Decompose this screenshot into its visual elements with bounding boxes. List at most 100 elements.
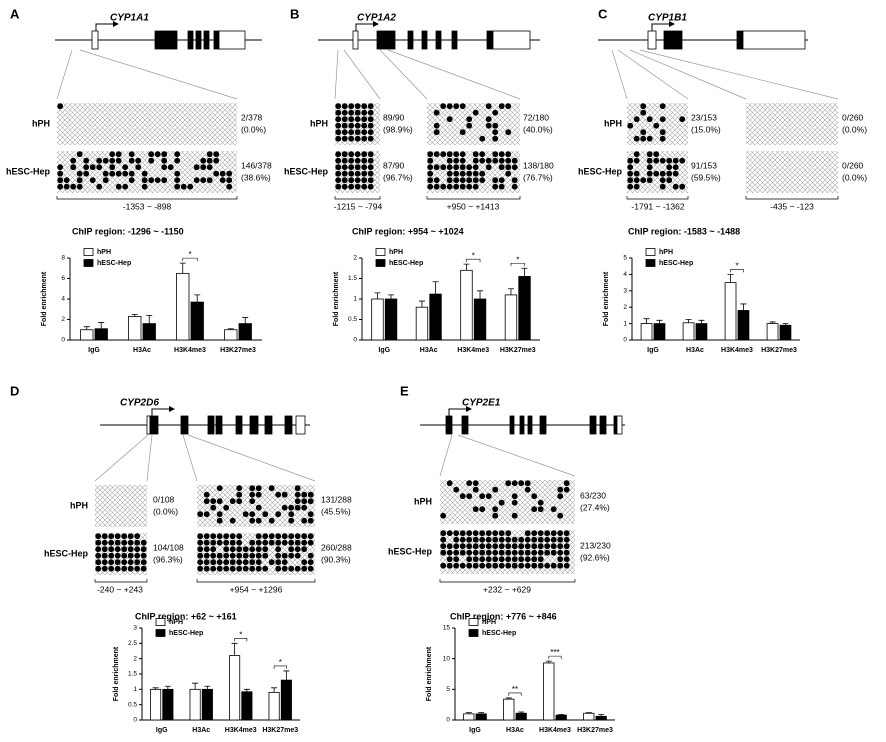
bar — [695, 323, 708, 341]
cpg-dot — [485, 543, 492, 550]
cpg-dot — [367, 164, 374, 171]
cpg-dot — [114, 539, 121, 546]
x-tick-label: H3Ac — [506, 727, 524, 734]
cpg-dot — [505, 549, 512, 556]
cpg-dot — [354, 177, 361, 184]
cpg-dot — [242, 511, 249, 518]
cpg-dot — [341, 170, 348, 177]
cpg-dot — [95, 546, 102, 553]
cpg-dot — [433, 151, 440, 158]
zoom-line — [439, 434, 453, 477]
cpg-dot — [140, 552, 147, 559]
cpg-dot — [223, 539, 230, 546]
gene-name: CYP2D6 — [120, 398, 159, 409]
cpg-dot — [140, 559, 147, 566]
cpg-dot — [335, 109, 342, 116]
row-label: hPH — [604, 118, 622, 128]
cpg-dot — [187, 183, 194, 190]
legend-label: hESC-Hep — [97, 260, 131, 267]
cpg-dot — [672, 157, 679, 164]
cpg-dot — [275, 539, 282, 546]
cpg-dot — [102, 177, 109, 184]
cpg-dot — [275, 533, 282, 540]
cpg-dot — [440, 512, 447, 519]
error-bar — [507, 288, 514, 295]
cpg-dot — [479, 157, 486, 164]
cpg-dot — [367, 129, 374, 136]
error-bar — [656, 319, 663, 324]
bar — [371, 298, 384, 341]
cpg-dot — [518, 480, 525, 487]
cpg-dot — [114, 559, 121, 566]
cpg-dot — [354, 164, 361, 171]
cpg-dot — [236, 491, 243, 498]
exon — [187, 30, 194, 50]
cpg-dot — [249, 498, 256, 505]
exon — [218, 30, 246, 50]
exon — [235, 415, 243, 435]
gene-name: CYP1B1 — [648, 13, 687, 24]
cpg-dot — [109, 170, 116, 177]
cpg-dot — [557, 486, 564, 493]
cpg-dot — [511, 480, 518, 487]
cpg-dot — [281, 559, 288, 566]
cpg-dot — [453, 549, 460, 556]
methylation-count: 138/180 — [523, 160, 554, 170]
y-tick-label: 3 — [623, 288, 627, 295]
cpg-dot — [459, 151, 466, 158]
cpg-dot — [83, 157, 90, 164]
cpg-dot — [154, 177, 161, 184]
cpg-dot — [213, 151, 220, 158]
cpg-dot — [446, 170, 453, 177]
y-tick-label: 2 — [133, 655, 137, 662]
region-range: -240 ~ +243 — [97, 584, 143, 594]
cpg-dot — [557, 562, 564, 569]
legend-label: hPH — [482, 619, 496, 626]
cpg-dot — [531, 530, 538, 537]
zoom-line — [387, 49, 521, 100]
cpg-dot — [128, 170, 135, 177]
error-bar — [545, 660, 552, 663]
zoom-line — [457, 434, 576, 477]
cpg-dot — [640, 177, 647, 184]
legend-label: hPH — [659, 249, 673, 256]
methylation-percent: (0.0%) — [241, 124, 266, 134]
cpg-dot — [249, 491, 256, 498]
exon — [264, 415, 273, 435]
cpg-dot — [466, 493, 473, 500]
tss-arrow — [151, 406, 175, 416]
cpg-dot — [446, 480, 453, 487]
cpg-dot — [440, 549, 447, 556]
gene-name: CYP2E1 — [462, 398, 501, 409]
cpg-dot — [301, 517, 308, 524]
cpg-dot — [294, 504, 301, 511]
cpg-dot — [544, 536, 551, 543]
cpg-dot — [537, 562, 544, 569]
significance-bracket — [510, 262, 525, 267]
bar — [224, 329, 238, 341]
cpg-dot — [281, 491, 288, 498]
cpg-dot — [223, 504, 230, 511]
error-bar — [388, 294, 395, 299]
cpg-dot — [640, 135, 647, 142]
cpg-dot — [453, 543, 460, 550]
cpg-dot — [127, 565, 134, 572]
cpg-dot — [108, 565, 115, 572]
x-tick-label: H3K4me3 — [539, 727, 571, 734]
cpg-dot — [361, 164, 368, 171]
cpg-dot — [210, 539, 217, 546]
cpg-dot — [255, 517, 262, 524]
bar — [268, 692, 280, 721]
cpg-dot — [206, 151, 213, 158]
error-bar — [271, 687, 278, 693]
row-label: hPH — [70, 500, 88, 510]
zoom-line — [334, 49, 339, 100]
cpg-dot — [498, 530, 505, 537]
cpg-dot — [255, 533, 262, 540]
methylation-percent: (92.6%) — [580, 552, 610, 562]
error-bar — [782, 323, 789, 326]
cpg-dot — [213, 170, 220, 177]
cpg-dot — [95, 539, 102, 546]
error-bar — [164, 685, 171, 690]
cpg-dot — [301, 559, 308, 566]
